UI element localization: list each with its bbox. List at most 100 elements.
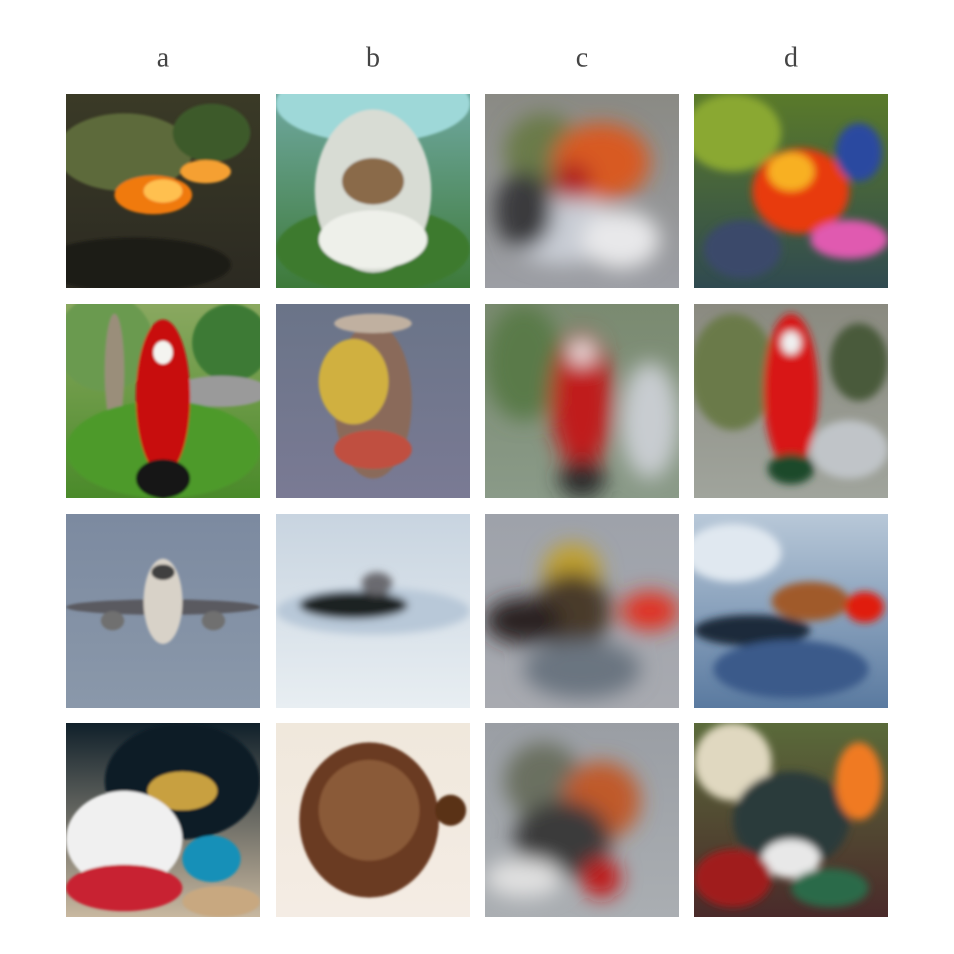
image-region <box>143 179 183 203</box>
image-region <box>703 220 782 279</box>
image-region <box>713 640 869 699</box>
image-region <box>761 839 821 879</box>
image-region <box>550 333 614 469</box>
image-region <box>299 591 408 619</box>
image-region <box>180 159 231 184</box>
image-region <box>781 331 801 355</box>
image-region <box>135 319 191 475</box>
image-region <box>694 313 776 431</box>
image-region <box>104 313 125 431</box>
image-region <box>361 572 393 596</box>
image-region <box>620 362 679 479</box>
image-region <box>582 210 660 269</box>
image-cell <box>66 94 260 288</box>
image-region <box>143 558 183 644</box>
image-region <box>485 304 563 421</box>
image-content <box>485 304 679 498</box>
image-content <box>66 304 260 498</box>
image-region <box>829 323 888 401</box>
image-content <box>66 558 260 644</box>
column-label: d <box>784 42 798 73</box>
image-content <box>276 572 470 635</box>
image-content <box>66 103 251 288</box>
image-content <box>66 723 260 917</box>
image-region <box>182 885 260 917</box>
image-region <box>147 771 218 811</box>
image-region <box>620 591 679 631</box>
image-region <box>558 459 606 498</box>
image-region <box>172 375 260 407</box>
image-region <box>694 614 811 646</box>
image-region <box>485 597 563 644</box>
image-cell <box>485 304 679 498</box>
image-region <box>835 742 883 820</box>
image-region <box>570 340 594 365</box>
image-content <box>485 543 679 699</box>
image-content <box>694 723 883 908</box>
image-region <box>485 858 563 898</box>
image-region <box>582 858 621 898</box>
image-region <box>791 868 869 908</box>
image-region <box>341 158 405 205</box>
image-region <box>810 420 888 479</box>
column-label: c <box>576 42 588 73</box>
image-region <box>334 313 412 334</box>
image-region <box>182 835 241 883</box>
image-region <box>66 790 183 888</box>
image-region <box>845 591 885 623</box>
image-region <box>694 723 772 801</box>
image-region <box>523 640 641 699</box>
image-content <box>694 94 888 279</box>
image-region <box>318 338 389 425</box>
image-region <box>151 564 175 580</box>
image-cell <box>276 94 470 288</box>
image-region <box>334 430 412 469</box>
column-label: b <box>366 42 380 73</box>
image-content <box>694 313 888 485</box>
image-cell <box>485 94 679 288</box>
image-region <box>810 220 888 259</box>
image-region <box>100 611 125 631</box>
image-cell <box>276 514 470 708</box>
image-region <box>694 849 772 908</box>
image-content <box>276 94 470 288</box>
image-region <box>771 581 850 621</box>
image-cell <box>694 514 888 708</box>
image-region <box>494 171 553 250</box>
image-region <box>552 161 592 201</box>
image-region <box>435 794 467 826</box>
image-cell <box>66 304 260 498</box>
image-cell <box>66 723 260 917</box>
image-region <box>514 800 612 879</box>
image-region <box>66 864 183 912</box>
image-region <box>153 340 173 365</box>
image-content <box>485 742 641 898</box>
column-label: a <box>157 42 170 73</box>
image-region <box>318 759 420 861</box>
image-cell <box>694 304 888 498</box>
image-region <box>318 210 428 269</box>
image-region <box>66 113 193 191</box>
image-region <box>767 453 815 485</box>
image-cell <box>276 723 470 917</box>
image-content <box>318 313 412 479</box>
image-cell <box>485 723 679 917</box>
image-region <box>835 123 883 182</box>
image-region <box>172 103 251 162</box>
image-region <box>504 742 582 820</box>
image-region <box>135 459 191 498</box>
image-region <box>694 94 782 172</box>
image-cell <box>66 514 260 708</box>
image-region <box>66 237 231 288</box>
image-cell <box>276 304 470 498</box>
image-region <box>192 304 260 382</box>
image-region <box>767 152 815 192</box>
image-region <box>201 611 226 631</box>
image-content <box>694 523 885 699</box>
image-region <box>763 313 819 469</box>
image-cell <box>694 94 888 288</box>
image-content <box>299 742 467 898</box>
image-region <box>694 523 782 582</box>
image-region <box>732 771 850 869</box>
